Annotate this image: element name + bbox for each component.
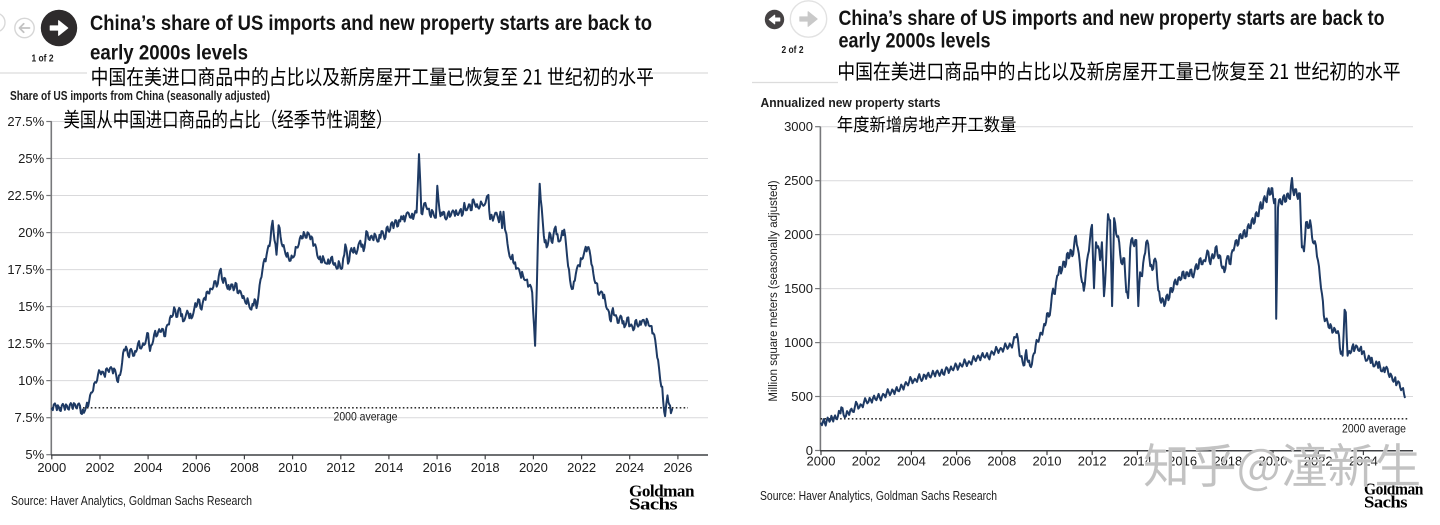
svg-text:1000: 1000 [784, 335, 813, 350]
svg-text:1500: 1500 [784, 281, 813, 296]
svg-text:Share of US imports from China: Share of US imports from China (seasonal… [10, 88, 270, 103]
svg-text:3000: 3000 [784, 119, 813, 134]
svg-text:Source: Haver Analytics, Goldm: Source: Haver Analytics, Goldman Sachs R… [760, 488, 997, 503]
svg-text:2000: 2000 [37, 460, 66, 475]
svg-text:2006: 2006 [182, 460, 211, 475]
svg-text:2002: 2002 [86, 460, 115, 475]
svg-text:China’s share of US imports an: China’s share of US imports and new prop… [839, 7, 1385, 30]
svg-text:2004: 2004 [897, 454, 926, 469]
svg-text:2010: 2010 [278, 460, 307, 475]
svg-text:2024: 2024 [615, 460, 644, 475]
svg-text:2016: 2016 [423, 460, 452, 475]
svg-text:Million square meters (seasona: Million square meters (seasonally adjust… [768, 180, 780, 401]
svg-text:2022: 2022 [567, 460, 596, 475]
svg-text:China’s share of US imports an: China’s share of US imports and new prop… [90, 11, 652, 35]
svg-text:Annualized new property starts: Annualized new property starts [761, 95, 941, 110]
svg-text:0: 0 [806, 443, 813, 458]
svg-text:5%: 5% [25, 447, 44, 462]
svg-text:Sachs: Sachs [629, 495, 678, 514]
svg-text:2018: 2018 [471, 460, 500, 475]
svg-text:early 2000s levels: early 2000s levels [839, 29, 991, 52]
svg-text:22.5%: 22.5% [7, 188, 44, 203]
svg-text:2000: 2000 [784, 227, 813, 242]
svg-text:1 of 2: 1 of 2 [32, 54, 54, 65]
svg-text:2008: 2008 [230, 460, 259, 475]
svg-text:25%: 25% [18, 151, 44, 166]
svg-text:2018: 2018 [1213, 454, 1242, 469]
svg-text:2004: 2004 [134, 460, 163, 475]
svg-text:2010: 2010 [1033, 454, 1062, 469]
svg-text:Source: Haver Analytics, Goldm: Source: Haver Analytics, Goldman Sachs R… [11, 493, 252, 508]
svg-text:2026: 2026 [663, 460, 692, 475]
svg-text:2014: 2014 [1123, 454, 1152, 469]
svg-text:2000: 2000 [807, 454, 836, 469]
svg-text:2006: 2006 [942, 454, 971, 469]
svg-text:7.5%: 7.5% [15, 410, 45, 425]
svg-text:27.5%: 27.5% [7, 114, 44, 129]
svg-text:2002: 2002 [852, 454, 881, 469]
svg-text:20%: 20% [18, 225, 44, 240]
svg-text:17.5%: 17.5% [7, 262, 44, 277]
svg-text:Sachs: Sachs [1364, 493, 1408, 512]
svg-text:2020: 2020 [519, 460, 548, 475]
svg-text:2000 average: 2000 average [1342, 422, 1406, 436]
svg-text:12.5%: 12.5% [7, 336, 44, 351]
svg-text:15%: 15% [18, 299, 44, 314]
svg-text:early 2000s levels: early 2000s levels [90, 41, 248, 65]
svg-text:2014: 2014 [374, 460, 403, 475]
svg-text:2008: 2008 [987, 454, 1016, 469]
svg-text:2000 average: 2000 average [334, 410, 398, 424]
svg-text:2012: 2012 [1078, 454, 1107, 469]
svg-text:2012: 2012 [326, 460, 355, 475]
svg-text:2500: 2500 [784, 173, 813, 188]
svg-text:2 of 2: 2 of 2 [782, 45, 804, 56]
svg-text:Goldman: Goldman [629, 482, 694, 501]
svg-text:500: 500 [791, 389, 813, 404]
svg-text:10%: 10% [18, 373, 44, 388]
